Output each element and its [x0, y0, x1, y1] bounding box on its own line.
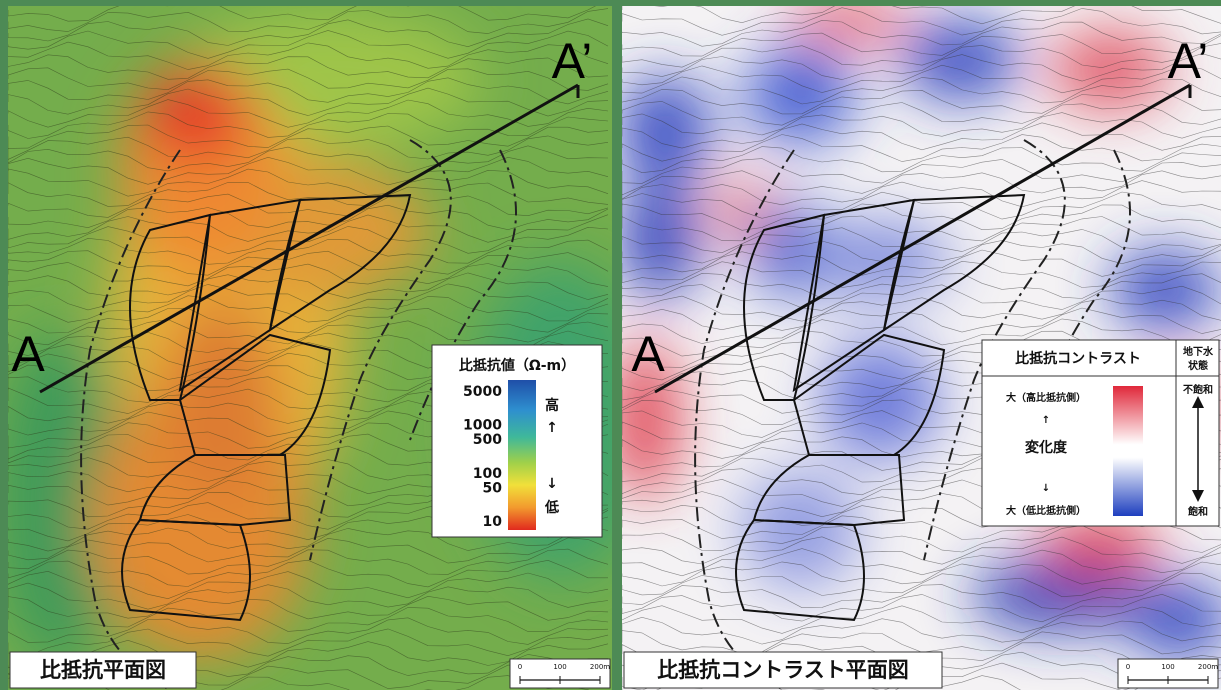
scale-label: 100	[1161, 663, 1174, 671]
legend-label: 高	[545, 397, 559, 414]
legend-label: 大（低比抵抗側）	[1006, 504, 1086, 517]
legend-label: ↑	[546, 420, 558, 436]
legend-tick: 50	[483, 480, 503, 496]
scale-label: 100	[553, 663, 566, 671]
contrast-legend: 比抵抗コントラスト 地下水 状態 大（高比抵抗側） ↑ 変化度 ↓ 大（低比抵抗…	[982, 340, 1219, 526]
legend-title: 地下水	[1183, 345, 1214, 358]
legend-label: 変化度	[1025, 439, 1068, 456]
legend-title: 比抵抗値（Ω-m）	[459, 357, 575, 374]
legend-label: ↓	[546, 476, 558, 492]
legend-title: 比抵抗コントラスト	[1015, 350, 1141, 367]
caption: 比抵抗平面図	[40, 658, 166, 682]
legend-label: ↓	[1042, 483, 1050, 494]
section-label: A’	[1168, 33, 1209, 89]
legend-label: 低	[544, 499, 559, 516]
legend-box	[982, 340, 1219, 526]
scale-label: 0	[518, 663, 522, 671]
legend-tick: 10	[483, 514, 503, 530]
legend-label: 飽和	[1187, 505, 1208, 518]
page: A A’ 比抵抗値（Ω-m） 500010005001005010 高 ↑ ↓ …	[0, 0, 1221, 690]
scale-bar: 0 100 200m	[1118, 659, 1218, 688]
color-bar	[1113, 386, 1143, 516]
legend-label: 不飽和	[1183, 383, 1213, 396]
legend-label: 大（高比抵抗側）	[1006, 391, 1086, 404]
legend-label: ↑	[1042, 415, 1050, 426]
scale-label: 200m	[590, 663, 610, 671]
section-label: A	[11, 326, 45, 382]
legend-tick: 500	[473, 432, 502, 448]
scale-label: 0	[1126, 663, 1130, 671]
caption: 比抵抗コントラスト平面図	[657, 658, 909, 682]
color-bar	[508, 380, 536, 530]
section-label: A	[631, 326, 665, 382]
scale-label: 200m	[1198, 663, 1218, 671]
legend-title: 状態	[1188, 359, 1208, 372]
scale-bar: 0 100 200m	[510, 659, 610, 688]
section-label: A’	[552, 33, 593, 89]
legend-tick: 5000	[463, 384, 502, 400]
